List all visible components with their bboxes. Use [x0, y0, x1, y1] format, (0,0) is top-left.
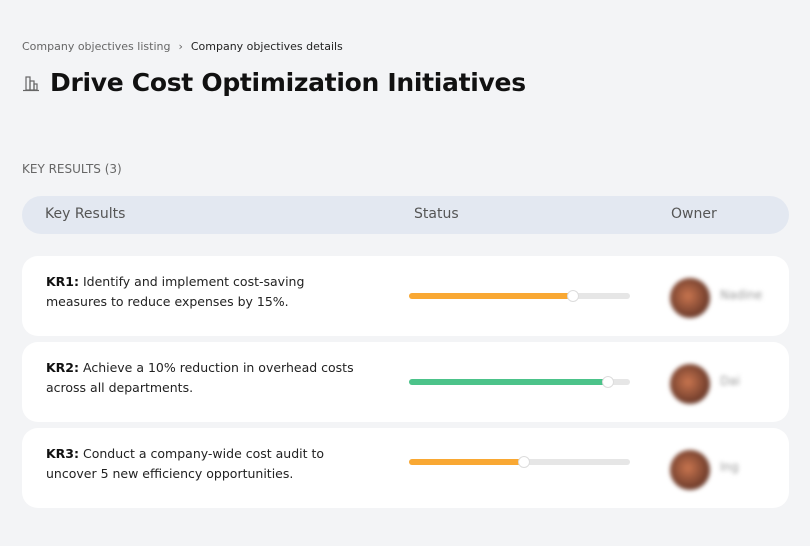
- key-result-description: Achieve a 10% reduction in overhead cost…: [46, 360, 354, 395]
- owner-name: Nadine: [720, 288, 763, 302]
- key-result-text: KR3: Conduct a company-wide cost audit t…: [46, 444, 366, 484]
- avatar: [670, 278, 710, 318]
- progress-bar: [409, 456, 630, 468]
- progress-fill: [409, 379, 608, 385]
- avatar: [670, 450, 710, 490]
- progress-bar: [409, 290, 630, 302]
- avatar: [670, 364, 710, 404]
- progress-knob: [566, 290, 579, 302]
- table-row[interactable]: KR1: Identify and implement cost-saving …: [22, 256, 789, 336]
- breadcrumb-link-listing[interactable]: Company objectives listing: [22, 40, 171, 53]
- table-row[interactable]: KR3: Conduct a company-wide cost audit t…: [22, 428, 789, 508]
- key-result-id: KR3:: [46, 446, 80, 461]
- table-row[interactable]: KR2: Achieve a 10% reduction in overhead…: [22, 342, 789, 422]
- progress-knob: [517, 456, 530, 468]
- key-result-text: KR2: Achieve a 10% reduction in overhead…: [46, 358, 366, 398]
- header-key-results: Key Results: [45, 206, 126, 222]
- section-label: KEY RESULTS (3): [22, 162, 122, 176]
- owner-name: Dai: [720, 374, 740, 388]
- progress-fill: [409, 293, 573, 299]
- progress-knob: [601, 376, 614, 388]
- breadcrumb: Company objectives listing › Company obj…: [22, 40, 343, 53]
- key-result-text: KR1: Identify and implement cost-saving …: [46, 272, 366, 312]
- key-result-id: KR1:: [46, 274, 80, 289]
- page-header: Drive Cost Optimization Initiatives: [22, 68, 526, 97]
- header-owner: Owner: [671, 206, 717, 222]
- key-result-id: KR2:: [46, 360, 80, 375]
- header-status: Status: [414, 206, 459, 222]
- building-icon: [23, 75, 39, 91]
- progress-fill: [409, 459, 524, 465]
- owner-name: Ing: [720, 460, 739, 474]
- progress-bar: [409, 376, 630, 388]
- breadcrumb-separator: ›: [178, 40, 183, 53]
- key-result-description: Conduct a company-wide cost audit to unc…: [46, 446, 325, 481]
- table-header: Key Results Status Owner: [22, 196, 789, 234]
- page-title: Drive Cost Optimization Initiatives: [50, 68, 526, 97]
- breadcrumb-current: Company objectives details: [190, 40, 343, 53]
- key-result-description: Identify and implement cost-saving measu…: [46, 274, 305, 309]
